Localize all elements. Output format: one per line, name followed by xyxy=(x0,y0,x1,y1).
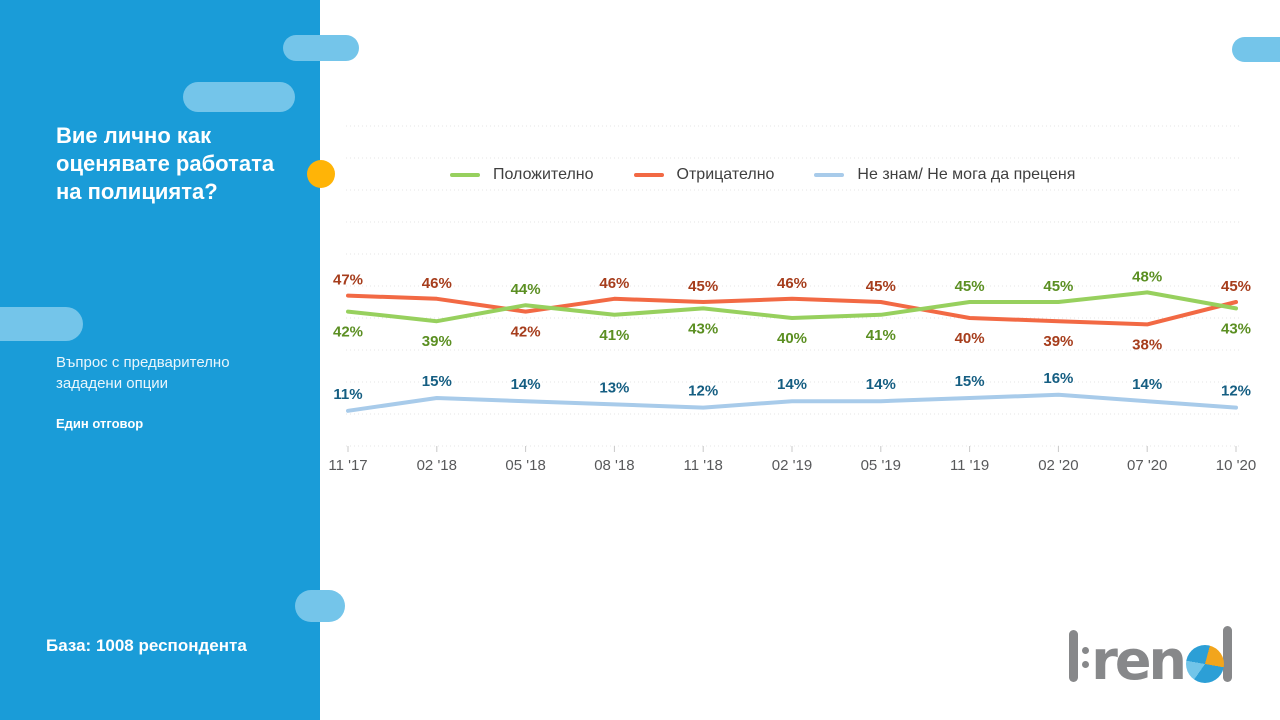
data-label-negative: 40% xyxy=(955,330,985,347)
decorative-pill xyxy=(0,307,83,341)
sample-base-note: База: 1008 респондента xyxy=(46,636,247,655)
x-axis-label: 02 '20 xyxy=(1038,457,1078,474)
legend-dash-icon xyxy=(814,173,845,177)
data-label-positive: 41% xyxy=(866,327,896,344)
data-label-dontknow: 16% xyxy=(1043,370,1073,387)
x-axis-label: 05 '19 xyxy=(861,457,901,474)
decorative-pill xyxy=(295,590,345,622)
x-axis-label: 02 '18 xyxy=(417,457,457,474)
data-label-dontknow: 13% xyxy=(599,379,629,396)
series-line-2 xyxy=(346,392,1238,413)
data-label-negative: 45% xyxy=(1221,278,1251,295)
data-label-dontknow: 14% xyxy=(866,376,896,393)
decorative-yellow-dot xyxy=(307,160,335,188)
data-label-positive: 45% xyxy=(955,278,985,295)
x-axis-label: 02 '19 xyxy=(772,457,812,474)
data-label-negative: 46% xyxy=(599,275,629,292)
logo-d xyxy=(1186,626,1232,684)
data-label-dontknow: 14% xyxy=(511,376,541,393)
data-label-dontknow: 15% xyxy=(422,373,452,390)
trend-logo: ren xyxy=(1069,626,1232,688)
x-axis-label: 11 '17 xyxy=(328,457,367,474)
logo-t-stem xyxy=(1069,630,1079,682)
x-axis-label: 10 '20 xyxy=(1216,457,1256,474)
answer-mode-note: Един отговор xyxy=(56,416,144,431)
decorative-pill xyxy=(183,82,295,112)
data-label-positive: 39% xyxy=(422,333,452,350)
decorative-pill xyxy=(283,35,359,61)
legend-label: Не знам/ Не мога да преценя xyxy=(857,166,1076,183)
legend-dash-icon xyxy=(633,173,664,177)
data-label-positive: 40% xyxy=(777,330,807,347)
data-label-dontknow: 12% xyxy=(688,383,718,400)
data-label-positive: 43% xyxy=(1221,320,1251,337)
x-axis-label: 07 '20 xyxy=(1127,457,1167,474)
question-type-note: Въпрос с предварително зададени опции xyxy=(56,352,276,394)
data-label-negative: 47% xyxy=(333,272,363,289)
legend-label: Отрицателно xyxy=(676,166,775,183)
data-label-positive: 41% xyxy=(599,327,629,344)
question-type-line: Въпрос с предварително xyxy=(56,354,230,371)
x-axis-label: 11 '18 xyxy=(684,457,723,474)
data-label-positive: 44% xyxy=(511,281,541,298)
sidebar: Вие лично как оценявате работата на поли… xyxy=(0,0,320,720)
data-label-negative: 39% xyxy=(1043,333,1073,350)
legend-item-2: Не знам/ Не мога да преценя xyxy=(814,166,1075,184)
legend-item-1: Отрицателно xyxy=(633,166,775,184)
data-label-negative: 46% xyxy=(777,275,807,292)
data-label-positive: 43% xyxy=(688,320,718,337)
data-label-positive: 42% xyxy=(333,324,363,341)
line-chart: 11 '17 02 '18 05 '18 08 '18 11 '18 02 '19 05 '… xyxy=(328,125,1256,474)
data-label-dontknow: 15% xyxy=(955,373,985,390)
data-label-negative: 46% xyxy=(422,275,452,292)
chart-legend: Положително Отрицателно Не знам/ Не мога д… xyxy=(450,161,1075,189)
series-line-0 xyxy=(346,290,1238,324)
question-title-line: оценявате работата xyxy=(56,151,275,176)
data-label-positive: 45% xyxy=(1043,278,1073,295)
decorative-pill xyxy=(1232,37,1280,62)
x-axis-label: 11 '19 xyxy=(950,457,989,474)
logo-text: ren xyxy=(1091,629,1187,692)
data-label-dontknow: 12% xyxy=(1221,383,1251,400)
chart-area: 11 '17 02 '18 05 '18 08 '18 11 '18 02 '19 05 '… xyxy=(320,0,1280,720)
data-label-dontknow: 14% xyxy=(777,376,807,393)
data-label-negative: 45% xyxy=(688,278,718,295)
logo-t-dots xyxy=(1082,647,1090,668)
x-axis-label: 05 '18 xyxy=(505,457,545,474)
legend-item-0: Положително xyxy=(450,166,594,184)
data-label-positive: 48% xyxy=(1132,268,1162,285)
question-type-line: зададени опции xyxy=(56,375,169,392)
data-label-dontknow: 11% xyxy=(333,386,362,403)
question-title-line: на полицията? xyxy=(56,179,218,204)
legend-label: Положително xyxy=(493,166,594,183)
question-title-line: Вие лично как xyxy=(56,123,212,148)
logo-d-stem xyxy=(1223,626,1232,682)
x-axis-label: 08 '18 xyxy=(594,457,634,474)
series-line-1 xyxy=(346,293,1238,327)
data-label-negative: 42% xyxy=(511,324,541,341)
data-label-dontknow: 14% xyxy=(1132,376,1162,393)
question-title: Вие лично как оценявате работата на поли… xyxy=(56,122,286,206)
pie-chart-icon xyxy=(1186,645,1224,683)
data-label-negative: 45% xyxy=(866,278,896,295)
data-label-negative: 38% xyxy=(1132,336,1162,353)
legend-dash-icon xyxy=(450,173,480,177)
